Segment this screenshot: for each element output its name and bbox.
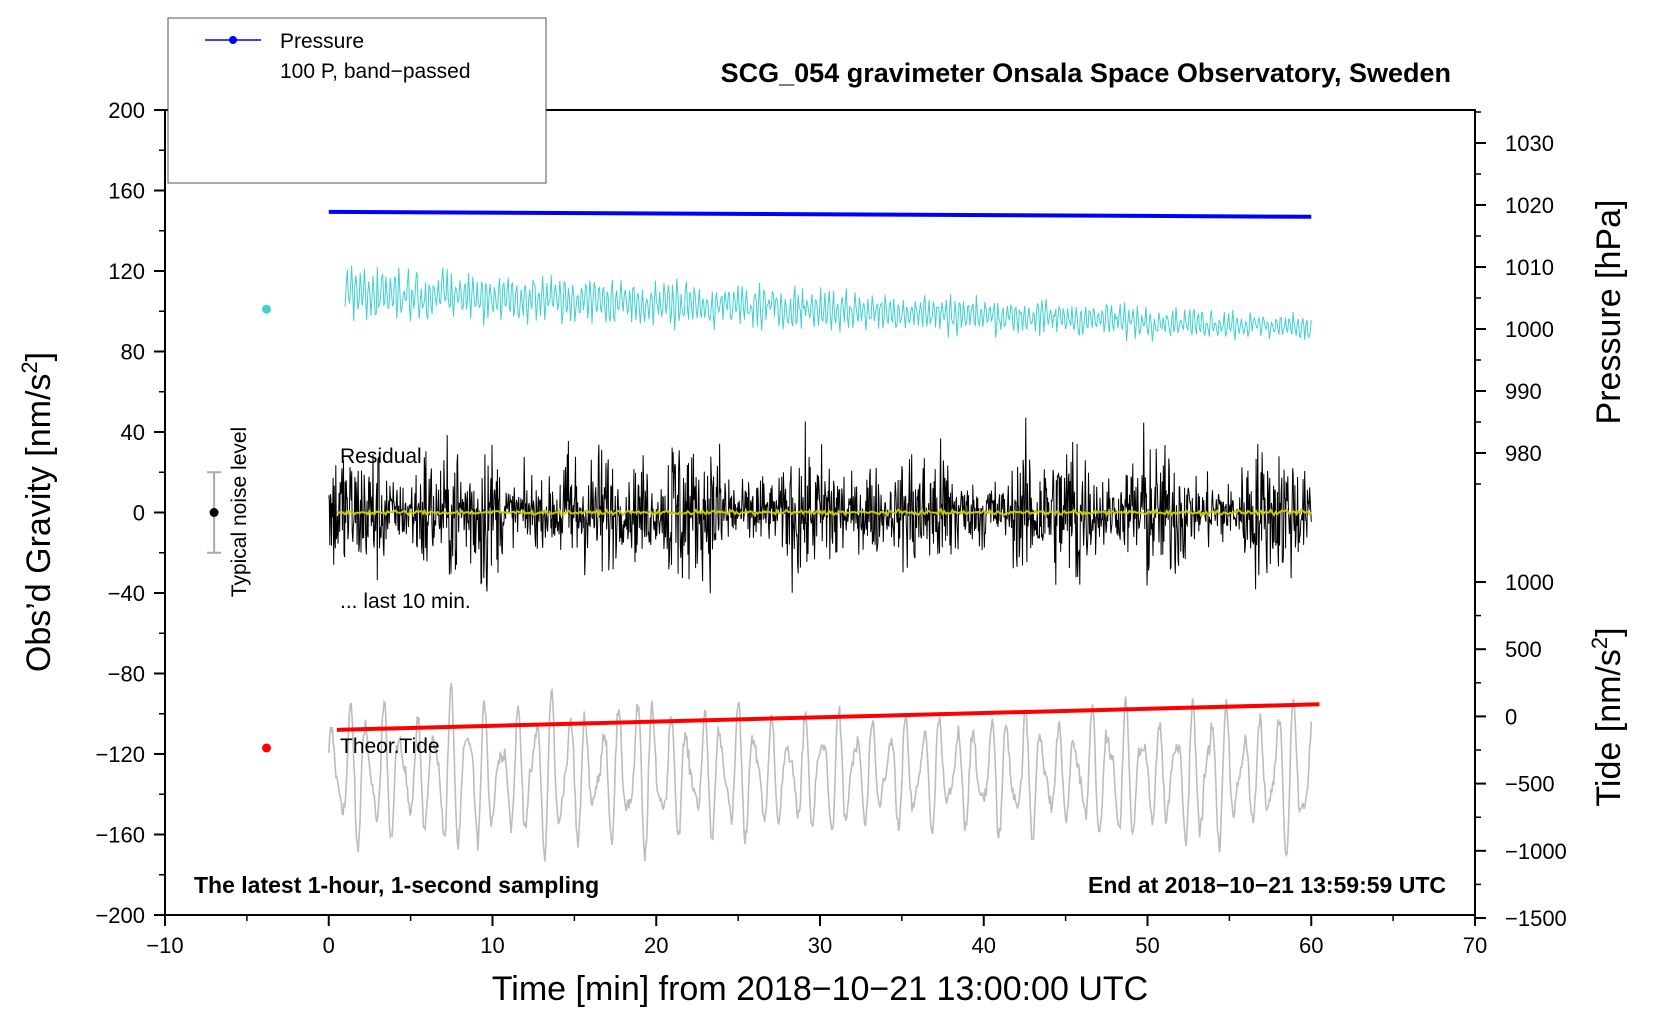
note-end-time: End at 2018−10−21 13:59:59 UTC <box>1088 872 1446 898</box>
theoretical-tide-series <box>336 702 1320 732</box>
tide-axis-title-prefix: Tide [nm/s <box>1590 649 1628 806</box>
x-tick-label: 30 <box>808 933 832 958</box>
y-axis-title-prefix: Obs’d Gravity [nm/s <box>20 374 58 673</box>
pressure-tick-label: 1000 <box>1505 317 1554 342</box>
tide-axis: 1000 500 0 −500 −1000 −1500 <box>1475 570 1567 931</box>
tide-tick-label: −1000 <box>1505 839 1567 864</box>
x-tick-label: 20 <box>644 933 668 958</box>
x-tick-label: 50 <box>1135 933 1159 958</box>
theor-tide-label: Theor.Tide <box>340 735 440 758</box>
legend-box <box>167 17 547 184</box>
chart-title: SCG_054 gravimeter Onsala Space Observat… <box>721 58 1451 88</box>
y-axis-title-suffix: ] <box>20 352 58 361</box>
observed-gravity-series <box>328 683 1313 862</box>
legend-pressure-marker <box>229 36 237 44</box>
tide-axis-title-sup: 2 <box>1587 637 1612 649</box>
pressure-tick-label: 1010 <box>1505 255 1554 280</box>
last-10-min-line <box>336 507 1313 520</box>
tide-tick-label: −500 <box>1505 772 1555 797</box>
pressure-line <box>328 209 1312 219</box>
note-latest-hour: The latest 1-hour, 1-second sampling <box>194 872 599 898</box>
residual-series <box>328 417 1312 594</box>
legend-entry-pressure: Pressure <box>280 30 364 53</box>
legend: Pressure 100 P, band−passed <box>167 17 547 184</box>
x-axis: −10 0 10 20 30 40 50 60 70 <box>146 915 1487 958</box>
cyan-dot <box>262 304 272 314</box>
theoretical-tide-line <box>336 702 1320 732</box>
band-passed-pressure-series <box>344 265 1312 342</box>
legend-entry-band-passed: 100 P, band−passed <box>280 60 471 83</box>
x-axis-title: Time [min] from 2018−10−21 13:00:00 UTC <box>492 970 1148 1008</box>
tide-tick-label: 1000 <box>1505 570 1554 595</box>
tide-tick-label: −1500 <box>1505 906 1567 931</box>
last-10-min-label: ... last 10 min. <box>340 590 471 613</box>
noise-level-label: Typical noise level <box>228 427 251 597</box>
pressure-axis: 1030 1020 1010 1000 990 980 <box>1474 111 1554 485</box>
markers <box>207 304 272 753</box>
pressure-tick-label: 990 <box>1505 379 1542 404</box>
residual-label: Residual <box>340 445 422 468</box>
y-tick-label: −200 <box>95 903 145 928</box>
x-tick-label: 70 <box>1463 933 1487 958</box>
pressure-tick-label: 980 <box>1505 441 1542 466</box>
pressure-tick-label: 1020 <box>1505 193 1554 218</box>
y-tick-label: −40 <box>108 581 145 606</box>
y-axis-title-sup: 2 <box>17 361 42 373</box>
red-dot <box>262 743 272 753</box>
x-tick-label: 60 <box>1299 933 1323 958</box>
x-tick-label: 40 <box>972 933 996 958</box>
y-tick-label: −120 <box>95 742 145 767</box>
x-tick-label: 0 <box>323 933 335 958</box>
observed-gravity-line <box>328 683 1313 862</box>
y-axis-title: Obs’d Gravity [nm/s2] <box>17 352 58 672</box>
pressure-tick-label: 1030 <box>1505 131 1554 156</box>
y-tick-label: −160 <box>95 823 145 848</box>
y-tick-label: 80 <box>121 340 145 365</box>
x-tick-label: 10 <box>480 933 504 958</box>
y-axis: 200 160 120 80 40 0 −40 −80 −120 −160 −200 <box>95 98 165 928</box>
last-10-min-series <box>336 507 1313 520</box>
tide-tick-label: 500 <box>1505 637 1542 662</box>
y-tick-label: 160 <box>108 179 145 204</box>
band-passed-line <box>344 265 1312 342</box>
tide-axis-title-suffix: ] <box>1590 627 1628 636</box>
y-tick-label: 200 <box>108 98 145 123</box>
y-tick-label: 0 <box>133 501 145 526</box>
noise-dot <box>209 508 219 517</box>
tide-axis-title: Tide [nm/s2] <box>1587 627 1628 806</box>
residual-line <box>328 417 1312 594</box>
tide-tick-label: 0 <box>1505 704 1517 729</box>
x-tick-label: −10 <box>146 933 183 958</box>
y-tick-label: −80 <box>108 662 145 687</box>
pressure-axis-title: Pressure [hPa] <box>1590 200 1628 425</box>
y-tick-label: 40 <box>121 420 145 445</box>
pressure-series <box>328 209 1312 219</box>
y-tick-label: 120 <box>108 259 145 284</box>
